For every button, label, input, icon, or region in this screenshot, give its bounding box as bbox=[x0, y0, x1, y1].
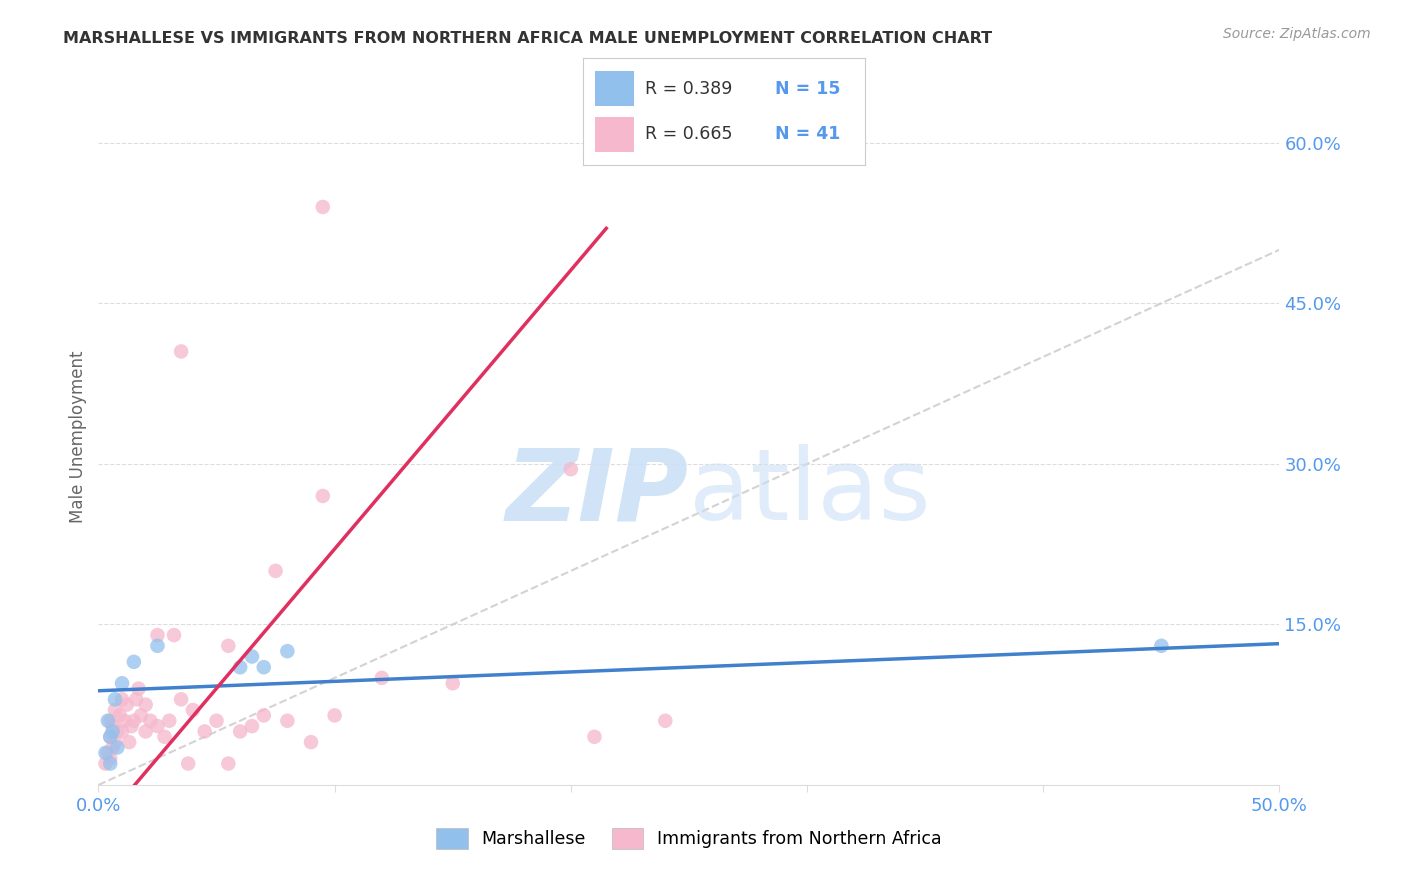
Point bbox=[98, 751, 121, 765]
Point bbox=[371, 671, 394, 685]
Point bbox=[217, 756, 239, 771]
Point bbox=[253, 660, 276, 674]
Text: N = 15: N = 15 bbox=[775, 79, 841, 98]
Text: MARSHALLESE VS IMMIGRANTS FROM NORTHERN AFRICA MALE UNEMPLOYMENT CORRELATION CHA: MARSHALLESE VS IMMIGRANTS FROM NORTHERN … bbox=[63, 31, 993, 46]
Point bbox=[98, 714, 121, 728]
Point bbox=[163, 628, 186, 642]
Point bbox=[135, 698, 157, 712]
Point bbox=[105, 740, 128, 755]
Text: ZIP: ZIP bbox=[506, 444, 689, 541]
Point bbox=[229, 724, 252, 739]
Point bbox=[276, 644, 298, 658]
Point bbox=[97, 714, 120, 728]
Point bbox=[181, 703, 204, 717]
Text: N = 41: N = 41 bbox=[775, 125, 839, 144]
Point bbox=[276, 714, 298, 728]
Point bbox=[205, 714, 228, 728]
Point bbox=[125, 692, 148, 706]
Point bbox=[170, 344, 193, 359]
Legend: Marshallese, Immigrants from Northern Africa: Marshallese, Immigrants from Northern Af… bbox=[429, 822, 949, 856]
Point bbox=[312, 489, 335, 503]
Point bbox=[139, 714, 162, 728]
Point bbox=[560, 462, 582, 476]
Point bbox=[146, 719, 169, 733]
Point bbox=[108, 708, 131, 723]
Point bbox=[101, 719, 124, 733]
Text: Source: ZipAtlas.com: Source: ZipAtlas.com bbox=[1223, 27, 1371, 41]
Point bbox=[146, 639, 169, 653]
FancyBboxPatch shape bbox=[595, 117, 634, 152]
Point bbox=[111, 692, 134, 706]
Point bbox=[115, 698, 138, 712]
Point bbox=[240, 649, 263, 664]
Point bbox=[146, 628, 169, 642]
Point bbox=[129, 708, 152, 723]
Point bbox=[654, 714, 676, 728]
Point bbox=[170, 692, 193, 706]
Point bbox=[240, 719, 263, 733]
Point bbox=[121, 719, 143, 733]
Point bbox=[217, 639, 239, 653]
Point bbox=[105, 724, 128, 739]
Point bbox=[312, 200, 335, 214]
Point bbox=[104, 703, 127, 717]
Point bbox=[104, 735, 127, 749]
Text: atlas: atlas bbox=[689, 444, 931, 541]
Point bbox=[229, 660, 252, 674]
Point bbox=[441, 676, 464, 690]
Point bbox=[323, 708, 346, 723]
Point bbox=[104, 692, 127, 706]
Text: R = 0.389: R = 0.389 bbox=[645, 79, 733, 98]
Point bbox=[122, 714, 145, 728]
Point bbox=[253, 708, 276, 723]
Point bbox=[1150, 639, 1173, 653]
Point bbox=[128, 681, 150, 696]
Point bbox=[583, 730, 606, 744]
Point bbox=[194, 724, 217, 739]
Point bbox=[299, 735, 322, 749]
Point bbox=[97, 746, 120, 760]
Point bbox=[153, 730, 176, 744]
Point bbox=[264, 564, 287, 578]
Text: R = 0.665: R = 0.665 bbox=[645, 125, 733, 144]
Point bbox=[157, 714, 180, 728]
Point bbox=[112, 714, 135, 728]
Point bbox=[101, 740, 124, 755]
Point bbox=[98, 756, 121, 771]
Point bbox=[111, 676, 134, 690]
Point bbox=[111, 724, 134, 739]
Point bbox=[122, 655, 145, 669]
Point bbox=[94, 756, 117, 771]
FancyBboxPatch shape bbox=[595, 71, 634, 106]
Y-axis label: Male Unemployment: Male Unemployment bbox=[69, 351, 87, 524]
Point bbox=[101, 724, 124, 739]
Point bbox=[177, 756, 200, 771]
Point bbox=[94, 746, 117, 760]
Point bbox=[118, 735, 141, 749]
Point bbox=[135, 724, 157, 739]
Point bbox=[98, 730, 121, 744]
Point bbox=[98, 730, 121, 744]
